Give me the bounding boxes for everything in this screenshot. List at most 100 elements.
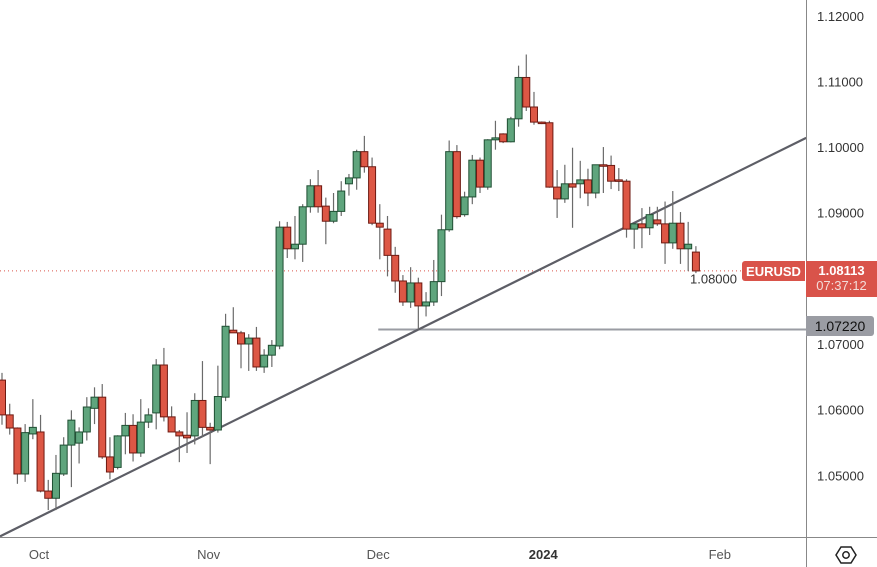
candle-body xyxy=(221,325,230,398)
candle-body xyxy=(591,164,600,194)
candle xyxy=(98,384,107,459)
candle-body xyxy=(260,354,269,368)
candle xyxy=(306,179,315,213)
candle xyxy=(198,361,207,438)
candle-body xyxy=(630,223,639,230)
candle xyxy=(290,215,299,260)
candle xyxy=(514,65,523,127)
candle xyxy=(684,221,693,272)
candle xyxy=(599,147,608,194)
candle xyxy=(283,221,292,258)
last-price-label: 1.08113 07:37:12 xyxy=(806,261,877,297)
candles xyxy=(0,54,700,511)
candle xyxy=(653,206,662,226)
candle xyxy=(352,149,361,190)
candle xyxy=(13,427,22,484)
candle-body xyxy=(676,222,685,250)
candle xyxy=(105,437,114,480)
candle xyxy=(560,164,569,203)
candle-body xyxy=(306,185,315,208)
candle-body xyxy=(360,151,369,168)
candle-body xyxy=(190,399,199,437)
y-tick-label: 1.11000 xyxy=(817,74,863,89)
candle xyxy=(506,116,515,143)
candle xyxy=(406,267,415,308)
candle xyxy=(260,349,269,373)
candle-body xyxy=(244,337,253,345)
candle-body xyxy=(437,229,446,283)
candle xyxy=(275,221,284,350)
candle-body xyxy=(506,118,515,143)
horizontal-level-label: 1.07220 xyxy=(806,316,874,336)
candle-body xyxy=(645,214,654,229)
candle-body xyxy=(661,223,670,244)
y-tick-label: 1.05000 xyxy=(817,468,864,483)
x-tick-label: Feb xyxy=(709,547,731,562)
candle xyxy=(298,204,307,262)
candle-body xyxy=(167,416,176,433)
candle xyxy=(183,412,192,453)
candle xyxy=(591,164,600,199)
candle xyxy=(337,181,346,216)
candle-body xyxy=(113,435,122,468)
candle xyxy=(82,397,91,441)
candle-body xyxy=(553,186,562,200)
candle xyxy=(414,277,423,330)
candle xyxy=(422,292,431,317)
candle xyxy=(691,246,700,274)
trendline xyxy=(0,136,807,538)
candle xyxy=(90,387,99,425)
candle xyxy=(398,275,407,306)
overlay-lines xyxy=(0,136,807,538)
candle-body xyxy=(352,151,361,179)
candle xyxy=(522,54,531,111)
candle xyxy=(44,479,53,511)
candle xyxy=(383,215,392,277)
candle xyxy=(329,193,338,224)
candle-body xyxy=(283,226,292,250)
candle-body xyxy=(0,379,6,416)
candle xyxy=(136,399,145,457)
candle xyxy=(429,259,438,306)
y-tick-label: 1.07000 xyxy=(817,337,864,352)
candle-body xyxy=(568,183,577,188)
candle xyxy=(537,121,546,125)
candle-body xyxy=(684,243,693,250)
candle xyxy=(206,422,215,465)
candle xyxy=(229,307,238,334)
candle-body xyxy=(398,280,407,303)
candle-body xyxy=(159,364,168,418)
candle xyxy=(668,191,677,249)
symbol-label: EURUSD xyxy=(742,261,805,281)
candle xyxy=(637,208,646,249)
candle xyxy=(113,435,122,470)
candle-body xyxy=(28,426,37,435)
candle-body xyxy=(476,159,485,188)
y-tick-label: 1.12000 xyxy=(817,9,864,24)
candle xyxy=(144,408,153,429)
candle-body xyxy=(668,222,677,244)
candle-body xyxy=(491,137,500,141)
candle-body xyxy=(691,251,700,272)
candle-body xyxy=(344,177,353,185)
candle-body xyxy=(237,332,246,345)
candle-body xyxy=(36,431,45,492)
candle-body xyxy=(129,424,138,454)
candle xyxy=(244,334,253,371)
candle xyxy=(21,424,30,482)
candle xyxy=(645,206,654,236)
candle-body xyxy=(175,431,184,437)
candle-body xyxy=(75,431,84,444)
candle xyxy=(175,429,184,463)
candle xyxy=(28,399,37,440)
candle-body xyxy=(229,329,238,334)
symbol-text: EURUSD xyxy=(746,263,801,279)
candle-body xyxy=(452,151,461,218)
candle xyxy=(368,157,377,226)
x-tick-label: Oct xyxy=(29,547,50,562)
settings-hexagon-icon[interactable] xyxy=(835,545,857,565)
candle xyxy=(360,135,369,173)
candle-body xyxy=(483,139,492,188)
candle-body xyxy=(90,396,99,409)
